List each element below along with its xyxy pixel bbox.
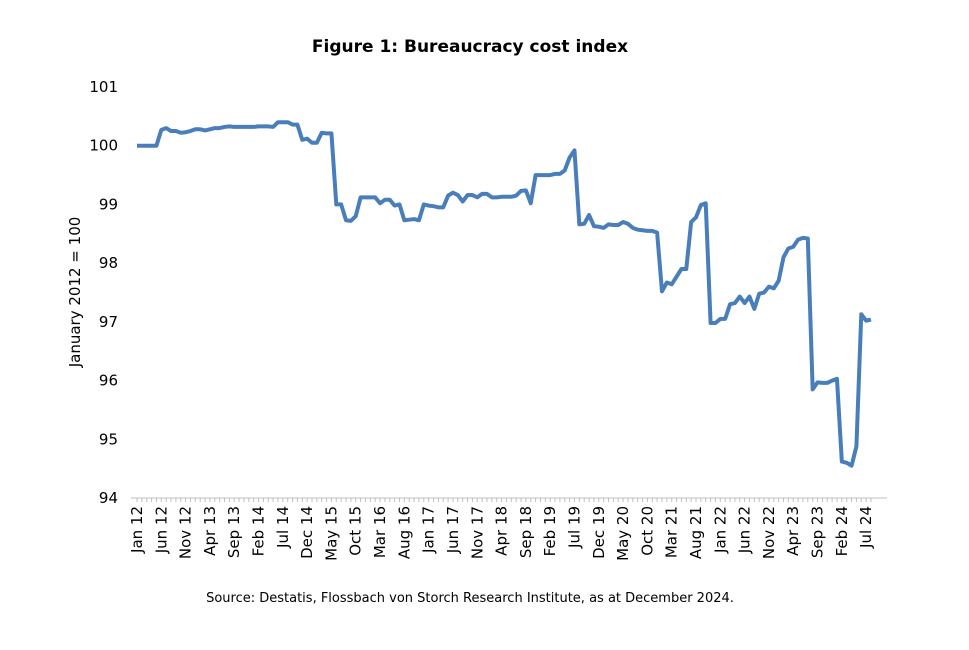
x-tick-label: Dec 14 bbox=[298, 506, 316, 559]
x-tick-label: Dec 19 bbox=[590, 506, 608, 559]
y-tick-label: 99 bbox=[99, 195, 118, 213]
x-tick-label: Nov 17 bbox=[468, 506, 486, 559]
x-tick-label: Jul 14 bbox=[274, 506, 292, 549]
x-tick-label: Nov 22 bbox=[760, 506, 778, 559]
x-tick-label: Nov 12 bbox=[177, 506, 195, 559]
y-axis-label: January 2012 = 100 bbox=[66, 217, 84, 369]
chart-title: Figure 1: Bureaucracy cost index bbox=[312, 37, 628, 57]
source-note: Source: Destatis, Flossbach von Storch R… bbox=[206, 591, 734, 606]
x-tick-label: Jun 17 bbox=[444, 506, 462, 554]
x-tick-label: May 20 bbox=[614, 506, 632, 561]
x-tick-label: Jan 17 bbox=[420, 506, 438, 554]
y-tick-label: 98 bbox=[99, 254, 118, 272]
x-tick-label: Jan 22 bbox=[711, 506, 729, 554]
x-tick-label: Oct 15 bbox=[347, 506, 365, 556]
x-tick-label: Jun 12 bbox=[152, 506, 170, 554]
x-tick-label: Feb 24 bbox=[833, 506, 851, 556]
x-tick-label: May 15 bbox=[322, 506, 340, 561]
x-tick-label: Jul 19 bbox=[565, 506, 583, 549]
x-tick-label: Apr 23 bbox=[784, 506, 802, 556]
x-tick-label: Sep 13 bbox=[225, 506, 243, 558]
x-tick-label: Jul 24 bbox=[857, 506, 875, 549]
y-tick-label: 94 bbox=[99, 489, 118, 507]
y-tick-label: 95 bbox=[99, 430, 118, 448]
y-tick-label: 97 bbox=[99, 313, 118, 331]
x-tick-label: Mar 21 bbox=[663, 506, 681, 558]
x-tick-label: Sep 23 bbox=[809, 506, 827, 558]
x-tick-label: Mar 16 bbox=[371, 506, 389, 558]
x-tick-label: Jan 12 bbox=[128, 506, 146, 554]
y-tick-label: 101 bbox=[89, 78, 118, 96]
x-tick-label: Jun 22 bbox=[736, 506, 754, 554]
x-tick-label: Apr 13 bbox=[201, 506, 219, 556]
x-tick-label: Sep 18 bbox=[517, 506, 535, 558]
line-series bbox=[137, 120, 872, 468]
x-tick-label: Apr 18 bbox=[493, 506, 511, 556]
y-tick-label: 100 bbox=[89, 137, 118, 155]
y-tick-label: 96 bbox=[99, 372, 118, 390]
x-tick-label: Oct 20 bbox=[638, 506, 656, 556]
x-tick-label: Aug 16 bbox=[395, 506, 413, 559]
x-tick-label: Feb 14 bbox=[250, 506, 268, 556]
x-tick-label: Aug 21 bbox=[687, 506, 705, 559]
x-tick-label: Feb 19 bbox=[541, 506, 559, 556]
